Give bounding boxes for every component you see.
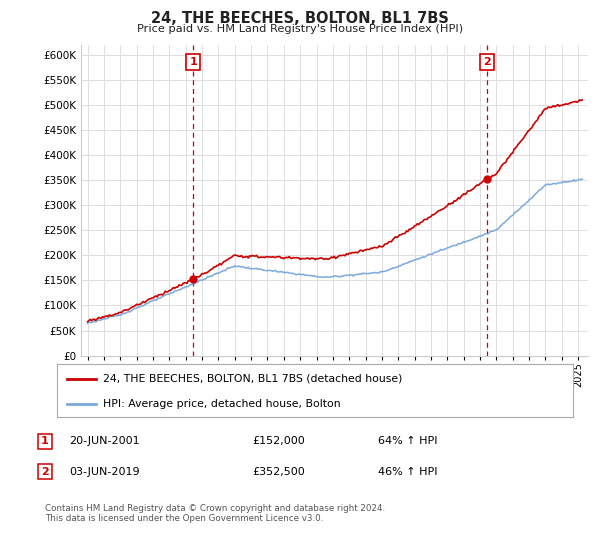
Text: 1: 1: [41, 436, 49, 446]
Text: 46% ↑ HPI: 46% ↑ HPI: [378, 466, 437, 477]
Text: 03-JUN-2019: 03-JUN-2019: [69, 466, 140, 477]
Text: 2: 2: [483, 57, 491, 67]
Text: 24, THE BEECHES, BOLTON, BL1 7BS: 24, THE BEECHES, BOLTON, BL1 7BS: [151, 11, 449, 26]
Text: £152,000: £152,000: [252, 436, 305, 446]
Text: Price paid vs. HM Land Registry's House Price Index (HPI): Price paid vs. HM Land Registry's House …: [137, 24, 463, 34]
Text: 24, THE BEECHES, BOLTON, BL1 7BS (detached house): 24, THE BEECHES, BOLTON, BL1 7BS (detach…: [103, 374, 403, 384]
Text: £352,500: £352,500: [252, 466, 305, 477]
Text: 1: 1: [190, 57, 197, 67]
Text: 20-JUN-2001: 20-JUN-2001: [69, 436, 140, 446]
Text: HPI: Average price, detached house, Bolton: HPI: Average price, detached house, Bolt…: [103, 399, 341, 409]
Text: 64% ↑ HPI: 64% ↑ HPI: [378, 436, 437, 446]
Text: Contains HM Land Registry data © Crown copyright and database right 2024.
This d: Contains HM Land Registry data © Crown c…: [45, 504, 385, 524]
Text: 2: 2: [41, 466, 49, 477]
